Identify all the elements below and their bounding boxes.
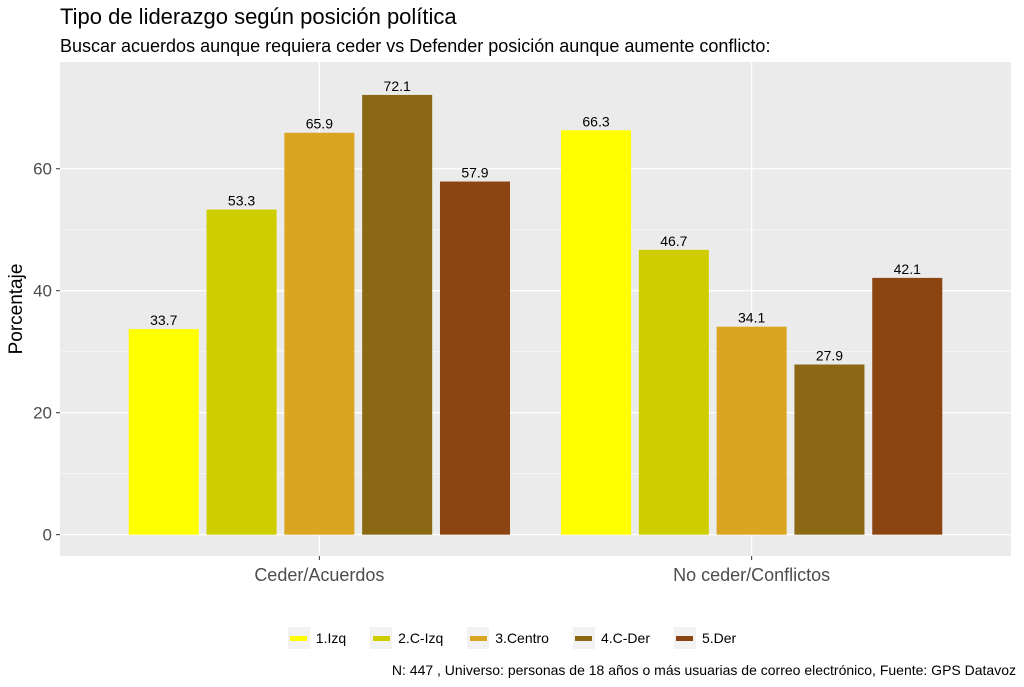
bar bbox=[362, 94, 433, 535]
data-label: 66.3 bbox=[582, 113, 609, 129]
legend-key bbox=[676, 635, 694, 641]
data-label: 72.1 bbox=[384, 78, 411, 94]
legend-item: 1.Izq bbox=[287, 627, 347, 649]
x-tick-label: Ceder/Acuerdos bbox=[254, 565, 384, 585]
data-label: 46.7 bbox=[660, 233, 687, 249]
y-tick-label: 0 bbox=[43, 526, 52, 545]
legend-label: 3.Centro bbox=[495, 630, 549, 646]
legend-key bbox=[372, 635, 390, 641]
chart-subtitle: Buscar acuerdos aunque requiera ceder vs… bbox=[60, 36, 771, 56]
chart-title: Tipo de liderazgo según posición polític… bbox=[60, 4, 457, 29]
legend-swatch bbox=[370, 627, 393, 649]
bar bbox=[716, 326, 787, 535]
y-tick-label: 20 bbox=[33, 404, 52, 423]
chart-caption: N: 447 , Universo: personas de 18 años o… bbox=[391, 662, 1016, 678]
data-label: 34.1 bbox=[738, 310, 765, 326]
y-tick-label: 40 bbox=[33, 282, 52, 301]
legend-item: 3.Centro bbox=[467, 627, 549, 649]
bar bbox=[561, 130, 632, 535]
legend-label: 4.C-Der bbox=[600, 630, 650, 646]
data-label: 53.3 bbox=[228, 193, 255, 209]
bar bbox=[128, 329, 199, 535]
legend-label: 5.Der bbox=[701, 630, 737, 646]
data-label: 27.9 bbox=[816, 347, 843, 363]
legend: 1.Izq 2.C-Izq 3.Centro 4.C-Der 5.Der bbox=[0, 627, 1024, 649]
legend-swatch bbox=[467, 627, 490, 649]
legend-item: 2.C-Izq bbox=[370, 627, 443, 649]
legend-key bbox=[575, 635, 593, 641]
bar bbox=[794, 364, 865, 535]
y-tick-label: 60 bbox=[33, 160, 52, 179]
legend-item: 4.C-Der bbox=[572, 627, 650, 649]
y-axis-label: Porcentaje bbox=[6, 264, 27, 355]
data-label: 57.9 bbox=[461, 165, 488, 181]
legend-item: 5.Der bbox=[673, 627, 737, 649]
legend-swatch bbox=[572, 627, 595, 649]
legend-key bbox=[469, 635, 487, 641]
data-label: 33.7 bbox=[150, 312, 177, 328]
legend-key bbox=[290, 635, 308, 641]
x-tick-label: No ceder/Conflictos bbox=[673, 565, 830, 585]
plot-panel bbox=[60, 62, 1011, 556]
bar bbox=[872, 277, 943, 535]
legend-swatch bbox=[287, 627, 310, 649]
legend-label: 1.Izq bbox=[315, 630, 347, 646]
legend-label: 2.C-Izq bbox=[398, 630, 444, 646]
bar bbox=[206, 209, 277, 535]
bar bbox=[439, 181, 510, 535]
data-label: 42.1 bbox=[894, 261, 921, 277]
legend-swatch bbox=[673, 627, 696, 649]
bar bbox=[638, 249, 709, 535]
data-label: 65.9 bbox=[306, 116, 333, 132]
bar bbox=[284, 132, 355, 535]
